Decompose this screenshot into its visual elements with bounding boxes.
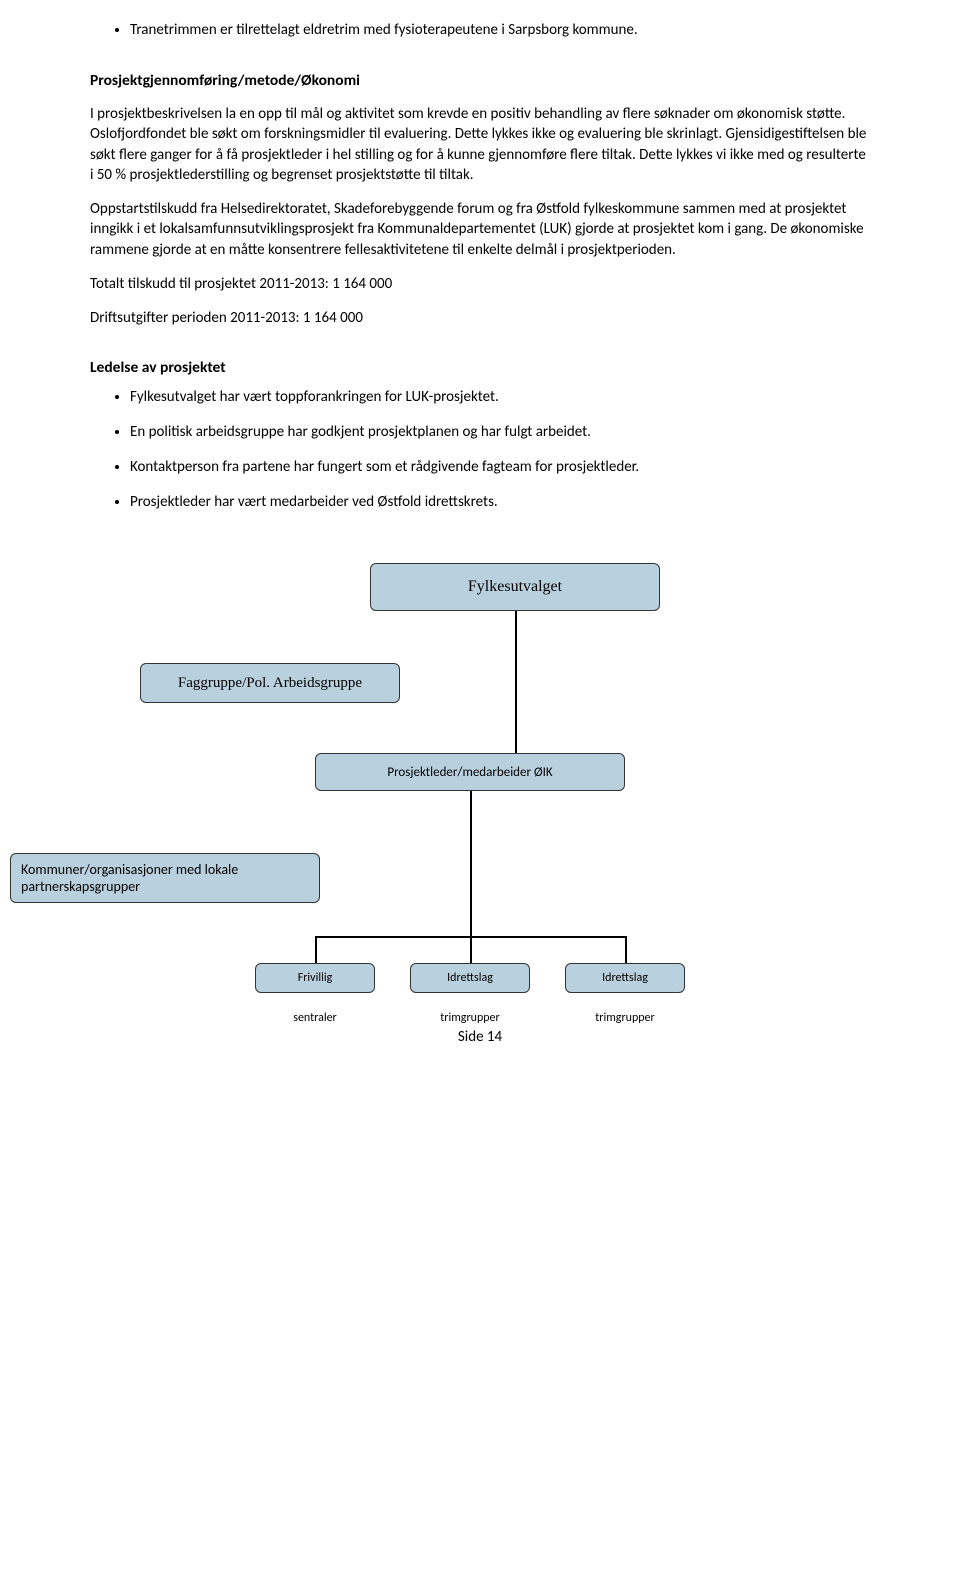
paragraph-1: I prosjektbeskrivelsen la en opp til mål… xyxy=(90,104,870,185)
org-connector xyxy=(515,611,517,753)
paragraph-4: Driftsutgifter perioden 2011-2013: 1 164… xyxy=(90,308,870,328)
org-connector xyxy=(470,791,472,936)
subheading-leadership: Ledelse av prosjektet xyxy=(90,358,870,377)
page-footer: Side 14 xyxy=(90,1028,870,1046)
leadership-item: Kontaktperson fra partene har fungert so… xyxy=(130,457,870,478)
org-node-left2: Kommuner/organisasjoner med lokale partn… xyxy=(10,853,320,903)
paragraph-2: Oppstartstilskudd fra Helsedirektoratet,… xyxy=(90,199,870,260)
intro-bullet-list: Tranetrimmen er tilrettelagt eldretrim m… xyxy=(90,20,870,41)
org-connector xyxy=(625,936,627,963)
section-heading: Prosjektgjennomføring/metode/Økonomi xyxy=(90,71,870,90)
org-node-b1a: Frivillig xyxy=(255,963,375,993)
leadership-item: En politisk arbeidsgruppe har godkjent p… xyxy=(130,422,870,443)
org-connector xyxy=(315,936,317,963)
org-node-left1: Faggruppe/Pol. Arbeidsgruppe xyxy=(140,663,400,703)
org-node-b2a: Idrettslag xyxy=(410,963,530,993)
org-connector xyxy=(470,936,472,963)
org-node-mid: Prosjektleder/medarbeider ØIK xyxy=(315,753,625,791)
org-node-b2b: trimgrupper xyxy=(410,1008,530,1028)
org-chart: Fylkesutvalget Faggruppe/Pol. Arbeidsgrup… xyxy=(90,563,870,1063)
intro-bullet: Tranetrimmen er tilrettelagt eldretrim m… xyxy=(130,20,870,41)
leadership-item: Prosjektleder har vært medarbeider ved Ø… xyxy=(130,492,870,513)
leadership-list: Fylkesutvalget har vært toppforankringen… xyxy=(90,387,870,513)
org-node-b3b: trimgrupper xyxy=(565,1008,685,1028)
org-node-top: Fylkesutvalget xyxy=(370,563,660,611)
paragraph-3: Totalt tilskudd til prosjektet 2011-2013… xyxy=(90,274,870,294)
leadership-item: Fylkesutvalget har vært toppforankringen… xyxy=(130,387,870,408)
org-node-b1b: sentraler xyxy=(255,1008,375,1028)
org-node-b3a: Idrettslag xyxy=(565,963,685,993)
